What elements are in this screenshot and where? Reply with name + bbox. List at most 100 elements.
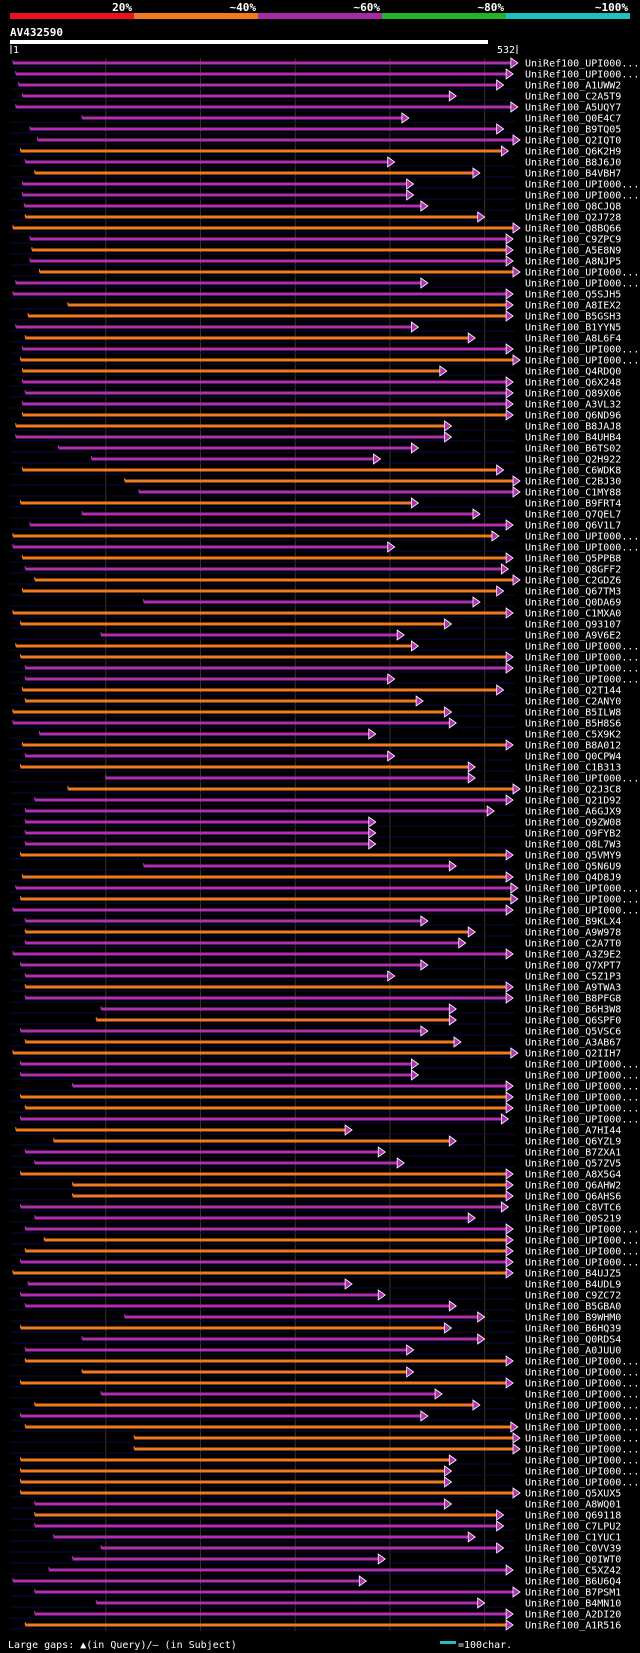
hit-label[interactable]: UniRef100_Q0IWT0 bbox=[525, 1555, 621, 1566]
hit-label[interactable]: UniRef100_Q0RDS4 bbox=[525, 1335, 621, 1346]
hit-label[interactable]: UniRef100_Q2IIH7 bbox=[525, 1049, 621, 1060]
hit-label[interactable]: UniRef100_B4UHB4 bbox=[525, 433, 621, 444]
hit-row[interactable]: UniRef100_B5H8S6 bbox=[10, 717, 621, 730]
hit-row[interactable]: UniRef100_UPI000... bbox=[10, 893, 639, 906]
hit-row[interactable]: UniRef100_A2DI20 bbox=[10, 1608, 621, 1621]
hit-row[interactable]: UniRef100_Q0DA69 bbox=[10, 596, 621, 609]
hit-row[interactable]: UniRef100_Q2H922 bbox=[10, 453, 621, 466]
hit-row[interactable]: UniRef100_A1R516 bbox=[10, 1619, 621, 1632]
hit-row[interactable]: UniRef100_B6U6Q4 bbox=[10, 1575, 621, 1588]
hit-label[interactable]: UniRef100_UPI000... bbox=[525, 268, 639, 279]
hit-label[interactable]: UniRef100_Q6ND96 bbox=[525, 411, 621, 422]
hit-row[interactable]: UniRef100_Q7XPT7 bbox=[10, 959, 621, 972]
hit-label[interactable]: UniRef100_Q2T144 bbox=[525, 686, 621, 697]
hit-label[interactable]: UniRef100_B4MN10 bbox=[525, 1599, 621, 1610]
hit-row[interactable]: UniRef100_UPI000... bbox=[10, 57, 639, 70]
hit-row[interactable]: UniRef100_B4MN10 bbox=[10, 1597, 621, 1610]
hit-row[interactable]: UniRef100_A9W978 bbox=[10, 926, 621, 939]
hit-row[interactable]: UniRef100_UPI000... bbox=[10, 189, 639, 202]
hit-row[interactable]: UniRef100_UPI000... bbox=[10, 1465, 639, 1478]
hit-label[interactable]: UniRef100_B8JAJ8 bbox=[525, 422, 621, 433]
hit-row[interactable]: UniRef100_C8VTC6 bbox=[10, 1201, 621, 1214]
hit-label[interactable]: UniRef100_A8NJP5 bbox=[525, 257, 621, 268]
hit-row[interactable]: UniRef100_UPI000... bbox=[10, 673, 639, 686]
hit-row[interactable]: UniRef100_C5XZ42 bbox=[10, 1564, 621, 1577]
hit-label[interactable]: UniRef100_B9KLX4 bbox=[525, 917, 621, 928]
hit-label[interactable]: UniRef100_UPI000... bbox=[525, 642, 639, 653]
hit-label[interactable]: UniRef100_A3AB67 bbox=[525, 1038, 621, 1049]
hit-row[interactable]: UniRef100_B7PSM1 bbox=[10, 1586, 621, 1599]
hit-label[interactable]: UniRef100_B5GBA0 bbox=[525, 1302, 621, 1313]
hit-label[interactable]: UniRef100_C1B313 bbox=[525, 763, 621, 774]
hit-label[interactable]: UniRef100_B4UJZ5 bbox=[525, 1269, 621, 1280]
hit-label[interactable]: UniRef100_Q0S219 bbox=[525, 1214, 621, 1225]
hit-label[interactable]: UniRef100_Q7QEL7 bbox=[525, 510, 621, 521]
hit-row[interactable]: UniRef100_Q8CJQ8 bbox=[10, 200, 621, 213]
hit-label[interactable]: UniRef100_Q2J3C8 bbox=[525, 785, 621, 796]
hit-row[interactable]: UniRef100_C2A7T0 bbox=[10, 937, 621, 950]
hit-row[interactable]: UniRef100_C0VV39 bbox=[10, 1542, 621, 1555]
hit-row[interactable]: UniRef100_Q9FYB2 bbox=[10, 827, 621, 840]
hit-label[interactable]: UniRef100_UPI000... bbox=[525, 664, 639, 675]
hit-label[interactable]: UniRef100_C5XZ42 bbox=[525, 1566, 621, 1577]
hit-row[interactable]: UniRef100_Q6X248 bbox=[10, 376, 621, 389]
hit-row[interactable]: UniRef100_UPI000... bbox=[10, 1454, 639, 1467]
hit-label[interactable]: UniRef100_UPI000... bbox=[525, 1060, 639, 1071]
hit-label[interactable]: UniRef100_C9ZC72 bbox=[525, 1291, 621, 1302]
hit-label[interactable]: UniRef100_B7PSM1 bbox=[525, 1588, 621, 1599]
hit-label[interactable]: UniRef100_C0VV39 bbox=[525, 1544, 621, 1555]
hit-row[interactable]: UniRef100_Q6V1L7 bbox=[10, 519, 621, 532]
hit-label[interactable]: UniRef100_Q93107 bbox=[525, 620, 621, 631]
hit-label[interactable]: UniRef100_UPI000... bbox=[525, 1412, 639, 1423]
hit-label[interactable]: UniRef100_C6WDK8 bbox=[525, 466, 621, 477]
hit-row[interactable]: UniRef100_C5Z1P3 bbox=[10, 970, 621, 983]
hit-label[interactable]: UniRef100_Q4D8J9 bbox=[525, 873, 621, 884]
hit-row[interactable]: UniRef100_B5GBA0 bbox=[10, 1300, 621, 1313]
hit-row[interactable]: UniRef100_Q21D92 bbox=[10, 794, 621, 807]
hit-row[interactable]: UniRef100_B6TS02 bbox=[10, 442, 621, 455]
hit-row[interactable]: UniRef100_Q7QEL7 bbox=[10, 508, 621, 521]
hit-row[interactable]: UniRef100_B9WHM0 bbox=[10, 1311, 621, 1324]
hit-label[interactable]: UniRef100_Q4RDQ0 bbox=[525, 367, 621, 378]
hit-row[interactable]: UniRef100_Q2IIH7 bbox=[10, 1047, 621, 1060]
hit-label[interactable]: UniRef100_B5H8S6 bbox=[525, 719, 621, 730]
hit-row[interactable]: UniRef100_Q5N6U9 bbox=[10, 860, 621, 873]
hit-label[interactable]: UniRef100_C1YUC1 bbox=[525, 1533, 621, 1544]
hit-row[interactable]: UniRef100_Q8BQ66 bbox=[10, 222, 621, 235]
hit-label[interactable]: UniRef100_B6TS02 bbox=[525, 444, 621, 455]
hit-label[interactable]: UniRef100_UPI000... bbox=[525, 1401, 639, 1412]
hit-label[interactable]: UniRef100_UPI000... bbox=[525, 895, 639, 906]
hit-label[interactable]: UniRef100_UPI000... bbox=[525, 59, 639, 70]
hit-row[interactable]: UniRef100_Q4RDQ0 bbox=[10, 365, 621, 378]
hit-label[interactable]: UniRef100_C7LPU2 bbox=[525, 1522, 621, 1533]
hit-row[interactable]: UniRef100_C2A5T9 bbox=[10, 90, 621, 103]
hit-row[interactable]: UniRef100_Q2IQT0 bbox=[10, 134, 621, 147]
hit-row[interactable]: UniRef100_UPI000... bbox=[10, 1245, 639, 1258]
hit-label[interactable]: UniRef100_Q0CPW4 bbox=[525, 752, 621, 763]
hit-label[interactable]: UniRef100_UPI000... bbox=[525, 1445, 639, 1456]
hit-row[interactable]: UniRef100_B8J6J0 bbox=[10, 156, 621, 169]
hit-label[interactable]: UniRef100_UPI000... bbox=[525, 345, 639, 356]
hit-label[interactable]: UniRef100_B9WHM0 bbox=[525, 1313, 621, 1324]
hit-row[interactable]: UniRef100_UPI000... bbox=[10, 1069, 639, 1082]
hit-label[interactable]: UniRef100_UPI000... bbox=[525, 1236, 639, 1247]
hit-label[interactable]: UniRef100_B5ILW8 bbox=[525, 708, 621, 719]
hit-label[interactable]: UniRef100_B6H3W8 bbox=[525, 1005, 621, 1016]
hit-label[interactable]: UniRef100_Q6AHW2 bbox=[525, 1181, 621, 1192]
hit-row[interactable]: UniRef100_Q2J728 bbox=[10, 211, 621, 224]
hit-row[interactable]: UniRef100_UPI000... bbox=[10, 1102, 639, 1115]
hit-row[interactable]: UniRef100_C2GDZ6 bbox=[10, 574, 621, 587]
hit-row[interactable]: UniRef100_UPI000... bbox=[10, 1058, 639, 1071]
hit-row[interactable]: UniRef100_Q4D8J9 bbox=[10, 871, 621, 884]
hit-row[interactable]: UniRef100_B9FRT4 bbox=[10, 497, 621, 510]
hit-row[interactable]: UniRef100_Q89X06 bbox=[10, 387, 621, 400]
hit-label[interactable]: UniRef100_B8A012 bbox=[525, 741, 621, 752]
hit-label[interactable]: UniRef100_A9V6E2 bbox=[525, 631, 621, 642]
hit-label[interactable]: UniRef100_Q9FYB2 bbox=[525, 829, 621, 840]
hit-label[interactable]: UniRef100_UPI000... bbox=[525, 1357, 639, 1368]
hit-row[interactable]: UniRef100_UPI000... bbox=[10, 1256, 639, 1269]
hit-label[interactable]: UniRef100_Q6V1L7 bbox=[525, 521, 621, 532]
hit-label[interactable]: UniRef100_A5UQY7 bbox=[525, 103, 621, 114]
hit-row[interactable]: UniRef100_Q5PPB8 bbox=[10, 552, 621, 565]
hit-row[interactable]: UniRef100_UPI000... bbox=[10, 277, 639, 290]
